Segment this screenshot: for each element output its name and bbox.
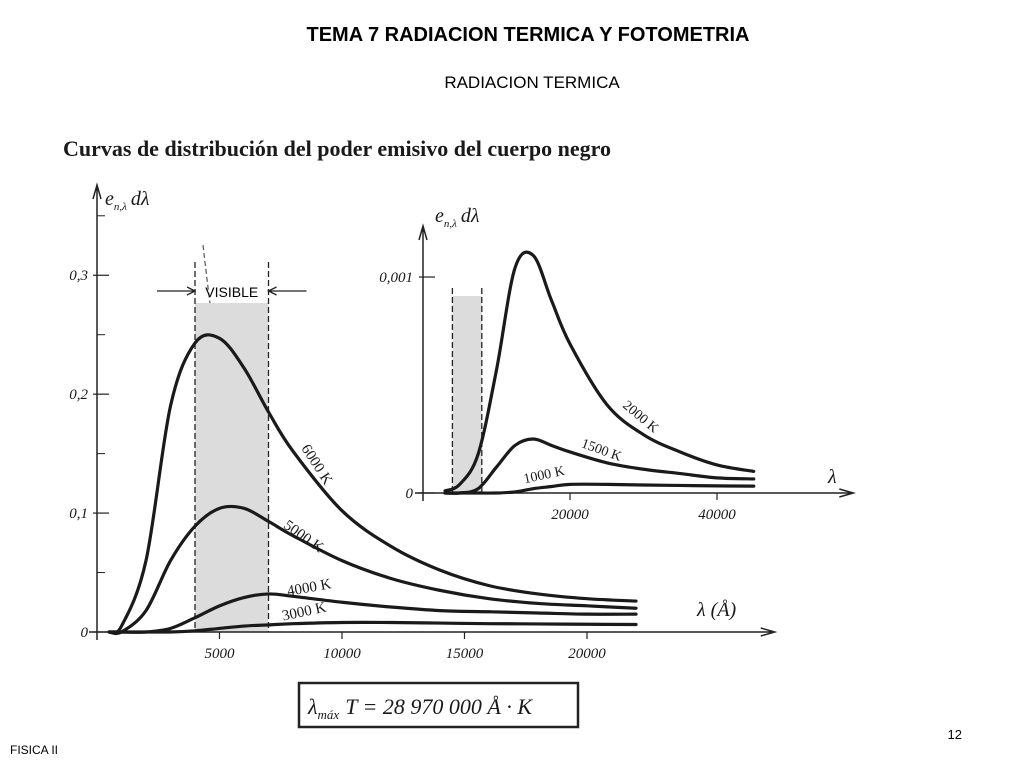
- page-number: 12: [948, 727, 962, 742]
- y-tick-label: 0,2: [69, 387, 88, 403]
- y-label-subscript: n,λ: [444, 218, 457, 230]
- y-tick-label: 0,3: [69, 268, 88, 284]
- x-tick-label: 5000: [205, 646, 236, 662]
- visible-band: [195, 303, 269, 632]
- y-axis-label: en,λ dλ: [435, 205, 480, 230]
- formula-subscript: máx: [318, 707, 340, 722]
- annotation: VISIBLE: [205, 284, 258, 300]
- y-tick-label: 0: [81, 625, 89, 641]
- y-axis-label: en,λ dλ: [105, 188, 150, 213]
- curve: [443, 482, 756, 495]
- y-axis: [92, 182, 102, 640]
- footer: FISICA II: [10, 743, 58, 757]
- curve: [107, 620, 638, 634]
- annotation-arrow: [157, 286, 197, 296]
- curve: [443, 437, 756, 495]
- x-tick-label: 40000: [698, 507, 736, 523]
- curve: [107, 333, 638, 635]
- curve: [443, 250, 756, 493]
- x-tick-label: 20000: [551, 507, 589, 523]
- x-tick-label: 15000: [446, 646, 484, 662]
- y-label-suffix: dλ: [131, 188, 150, 210]
- x-axis-label: λ: [827, 466, 837, 488]
- x-axis-label: λ (Å): [696, 599, 737, 621]
- annotation-arrow: [267, 286, 307, 296]
- slide-subtitle: RADIACION TERMICA: [444, 73, 620, 92]
- formula-expression: T = 28 970 000 Å · K: [345, 694, 533, 719]
- y-tick-label: 0,001: [379, 270, 413, 286]
- y-label-subscript: n,λ: [114, 201, 127, 213]
- formula: λmáx T = 28 970 000 Å · K: [307, 694, 533, 722]
- curve-label: 4000 K: [286, 576, 333, 600]
- y-label-suffix: dλ: [461, 205, 480, 227]
- y-tick-label: 0: [406, 486, 414, 502]
- slide-title: TEMA 7 RADIACION TERMICA Y FOTOMETRIA: [307, 24, 750, 46]
- x-axis: [89, 627, 778, 637]
- x-tick-label: 10000: [323, 646, 361, 662]
- formula-box: [297, 681, 580, 729]
- figure-title: Curvas de distribución del poder emisivo…: [63, 136, 611, 161]
- y-label-symbol: e: [435, 205, 444, 227]
- curve: [107, 504, 638, 636]
- y-label-symbol: e: [105, 188, 114, 210]
- formula-symbol: λ: [307, 694, 318, 719]
- visible-band: [452, 296, 482, 493]
- x-tick-label: 20000: [568, 646, 606, 662]
- y-axis: [418, 223, 428, 501]
- y-tick-label: 0,1: [69, 506, 88, 522]
